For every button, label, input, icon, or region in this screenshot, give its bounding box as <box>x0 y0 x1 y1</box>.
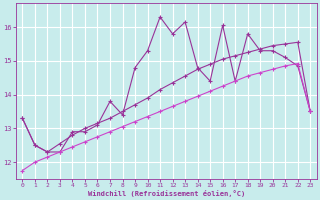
X-axis label: Windchill (Refroidissement éolien,°C): Windchill (Refroidissement éolien,°C) <box>88 190 245 197</box>
